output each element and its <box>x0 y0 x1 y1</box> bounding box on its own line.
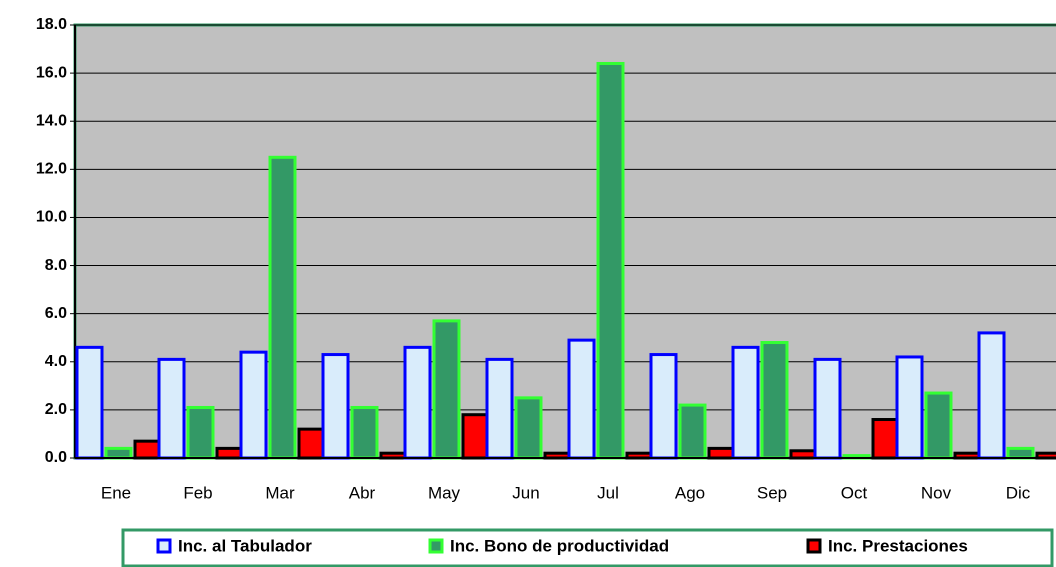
bar <box>707 446 736 460</box>
x-tick-label: May <box>428 483 461 502</box>
bar <box>895 355 924 460</box>
bar <box>133 439 162 460</box>
bar <box>1006 446 1035 460</box>
legend-box <box>121 528 1054 567</box>
bar <box>239 350 268 460</box>
bar <box>871 418 900 460</box>
y-tick-label: 18.0 <box>36 16 67 33</box>
bar <box>924 391 953 460</box>
x-tick-label: Dic <box>1006 483 1031 502</box>
plot-area <box>73 23 1056 460</box>
bar <box>461 413 490 460</box>
bar <box>514 396 543 460</box>
bar <box>268 155 297 460</box>
legend-swatch <box>806 538 822 554</box>
bar <box>977 331 1006 460</box>
bar <box>403 345 432 460</box>
bar <box>596 61 625 460</box>
bar <box>485 357 514 460</box>
bar <box>157 357 186 460</box>
x-tick-label: Ene <box>101 483 131 502</box>
legend-swatch <box>428 538 444 554</box>
legend-label: Inc. Prestaciones <box>828 536 968 555</box>
x-tick-label: Feb <box>183 483 212 502</box>
y-tick-label: 12.0 <box>36 161 67 178</box>
bar <box>104 446 133 460</box>
y-tick-label: 4.0 <box>45 353 67 370</box>
y-tick-label: 16.0 <box>36 64 67 81</box>
bar <box>760 341 789 460</box>
bar <box>215 446 244 460</box>
bar <box>75 345 104 460</box>
x-tick-label: Nov <box>921 483 952 502</box>
bar <box>321 353 350 460</box>
bar <box>186 405 215 460</box>
y-tick-label: 8.0 <box>45 257 67 274</box>
bar <box>432 319 461 460</box>
y-tick-label: 2.0 <box>45 401 67 418</box>
bar <box>350 405 379 460</box>
x-tick-label: Jun <box>512 483 539 502</box>
bar <box>731 345 760 460</box>
bar <box>678 403 707 460</box>
bar <box>649 353 678 460</box>
y-tick-label: 14.0 <box>36 112 67 129</box>
bar <box>813 357 842 460</box>
y-tick-label: 0.0 <box>45 449 67 466</box>
x-tick-label: Oct <box>841 483 868 502</box>
x-tick-label: Abr <box>349 483 376 502</box>
x-tick-label: Mar <box>265 483 295 502</box>
x-tick-label: Jul <box>597 483 619 502</box>
x-tick-label: Sep <box>757 483 787 502</box>
y-tick-label: 6.0 <box>45 305 67 322</box>
legend-label: Inc. Bono de productividad <box>450 536 669 555</box>
bar <box>567 338 596 460</box>
legend-swatch <box>156 538 172 554</box>
legend-label: Inc. al Tabulador <box>178 536 312 555</box>
y-tick-label: 10.0 <box>36 209 67 226</box>
x-tick-label: Ago <box>675 483 705 502</box>
bar <box>297 427 326 460</box>
bar <box>789 449 818 460</box>
